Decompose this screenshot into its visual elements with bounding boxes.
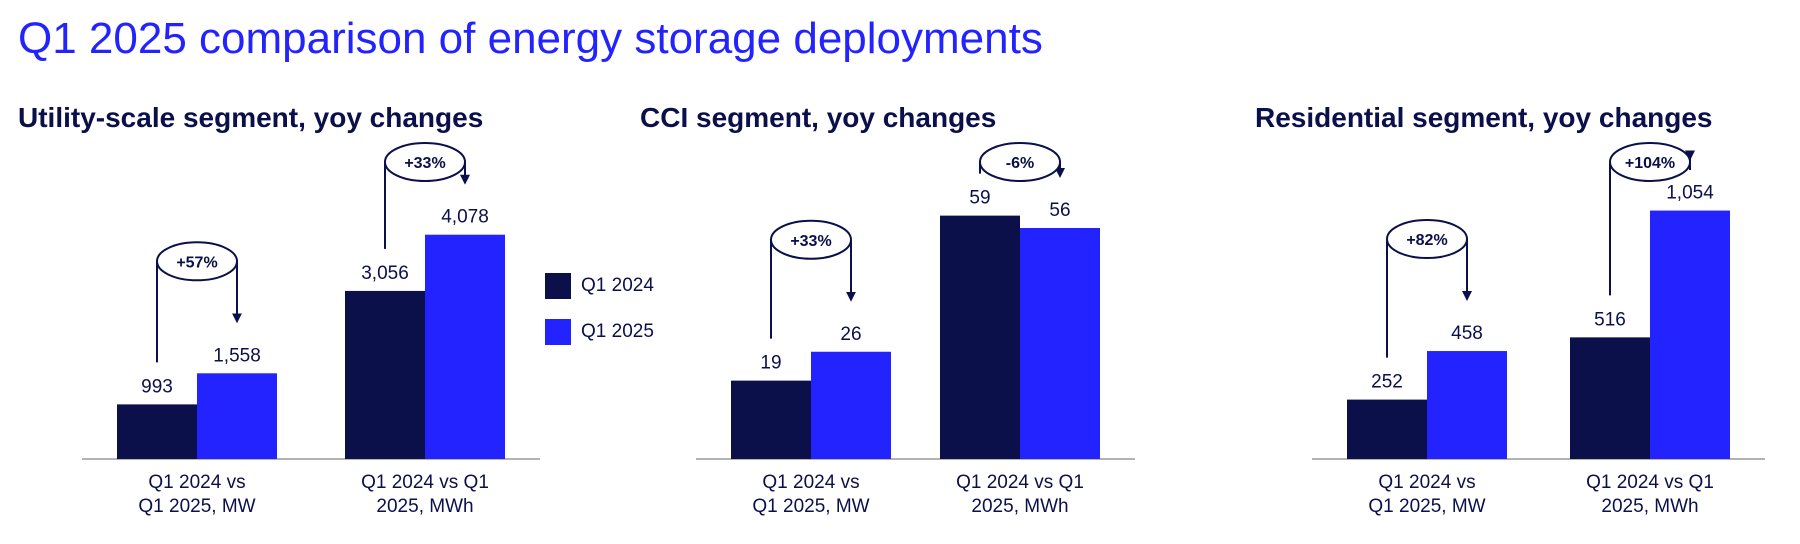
residential-bar-q1-2025-1 <box>1650 210 1730 459</box>
residential-category-label-line-1-1: 2025, MWh <box>1601 496 1699 517</box>
cci-category-label-line-1-0: Q1 2024 vs Q1 <box>956 472 1084 493</box>
cci-change-label-1: -6% <box>1006 155 1034 172</box>
residential-bar-q1-2025-0 <box>1427 351 1507 459</box>
utility-category-label-0: Q1 2024 vs Q1 2025, MW <box>97 471 297 519</box>
legend-item-q1-2025: Q1 2025 <box>545 318 654 346</box>
cci-change-label-0: +33% <box>790 233 831 250</box>
cci-bar-q1-2025-1 <box>1020 228 1100 459</box>
utility-change-badge-0 <box>156 241 238 282</box>
cci-change-badge-0 <box>770 219 852 260</box>
cci-category-label-0: Q1 2024 vs Q1 2025, MW <box>711 471 911 519</box>
utility-data-label-1-0: 1,558 <box>213 345 261 366</box>
utility-category-label-line-0-1: Q1 2025, MW <box>138 496 256 517</box>
residential-change-label-0: +82% <box>1406 232 1447 249</box>
utility-data-label-0-1: 3,056 <box>361 263 409 284</box>
utility-bar-q1-2024-0 <box>117 404 197 459</box>
cci-bar-q1-2024-0 <box>731 380 811 459</box>
cci-category-label-line-0-0: Q1 2024 vs <box>762 472 860 493</box>
legend-label-q1-2025: Q1 2025 <box>581 321 654 342</box>
utility-bar-q1-2025-0 <box>197 373 277 459</box>
legend: Q1 2024 Q1 2025 <box>545 272 654 364</box>
page-title: Q1 2025 comparison of energy storage dep… <box>18 14 1043 63</box>
utility-data-label-1-1: 4,078 <box>441 207 489 228</box>
cci-bar-q1-2024-1 <box>940 215 1020 459</box>
residential-change-badge-1 <box>1609 142 1691 182</box>
residential-category-label-1: Q1 2024 vs Q1 2025, MWh <box>1550 471 1750 519</box>
legend-swatch-q1-2024 <box>545 273 571 299</box>
utility-category-label-1: Q1 2024 vs Q1 2025, MWh <box>325 471 525 519</box>
residential-data-label-1-1: 1,054 <box>1666 183 1714 204</box>
residential-data-label-0-1: 516 <box>1594 309 1626 330</box>
cci-data-label-0-1: 59 <box>969 188 990 209</box>
utility-bar-q1-2024-1 <box>345 290 425 459</box>
utility-change-label-0: +57% <box>176 254 217 271</box>
residential-segment-title: Residential segment, yoy changes <box>1255 102 1713 133</box>
cci-data-label-1-1: 56 <box>1049 200 1070 221</box>
residential-category-label-line-0-0: Q1 2024 vs <box>1378 472 1476 493</box>
utility-category-label-line-1-1: 2025, MWh <box>376 496 474 517</box>
utility-category-label-line-0-0: Q1 2024 vs <box>148 472 246 493</box>
utility-data-label-0-0: 993 <box>141 376 173 397</box>
utility-category-label-line-1-0: Q1 2024 vs Q1 <box>361 472 489 493</box>
legend-swatch-q1-2025 <box>545 319 571 345</box>
utility-change-badge-1 <box>384 142 466 182</box>
residential-data-label-1-0: 458 <box>1451 323 1483 344</box>
cci-data-label-1-0: 26 <box>840 324 861 345</box>
legend-label-q1-2024: Q1 2024 <box>581 275 654 296</box>
cci-data-label-0-0: 19 <box>760 353 781 374</box>
residential-bar-q1-2024-0 <box>1347 399 1427 459</box>
residential-data-label-0-0: 252 <box>1371 372 1403 393</box>
cci-category-label-1: Q1 2024 vs Q1 2025, MWh <box>920 471 1120 519</box>
utility-segment-title: Utility-scale segment, yoy changes <box>18 102 484 133</box>
residential-category-label-line-1-0: Q1 2024 vs Q1 <box>1586 472 1714 493</box>
residential-category-label-0: Q1 2024 vs Q1 2025, MW <box>1327 471 1527 519</box>
residential-change-badge-0 <box>1386 219 1468 260</box>
utility-change-label-1: +33% <box>404 155 445 172</box>
residential-change-label-1: +104% <box>1625 155 1675 172</box>
residential-bar-q1-2024-1 <box>1570 337 1650 459</box>
cci-category-label-line-1-1: 2025, MWh <box>971 496 1069 517</box>
cci-category-label-line-0-1: Q1 2025, MW <box>752 496 870 517</box>
legend-item-q1-2024: Q1 2024 <box>545 272 654 300</box>
cci-segment-title: CCI segment, yoy changes <box>640 102 997 133</box>
residential-category-label-line-0-1: Q1 2025, MW <box>1368 496 1486 517</box>
utility-bar-q1-2025-1 <box>425 234 505 459</box>
cci-bar-q1-2025-0 <box>811 351 891 459</box>
cci-change-badge-1 <box>979 142 1061 182</box>
